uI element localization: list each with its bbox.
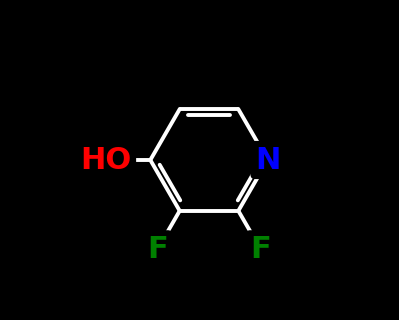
Text: HO: HO <box>80 146 132 174</box>
Text: F: F <box>147 235 168 264</box>
Text: F: F <box>250 235 271 264</box>
Text: N: N <box>255 146 280 174</box>
